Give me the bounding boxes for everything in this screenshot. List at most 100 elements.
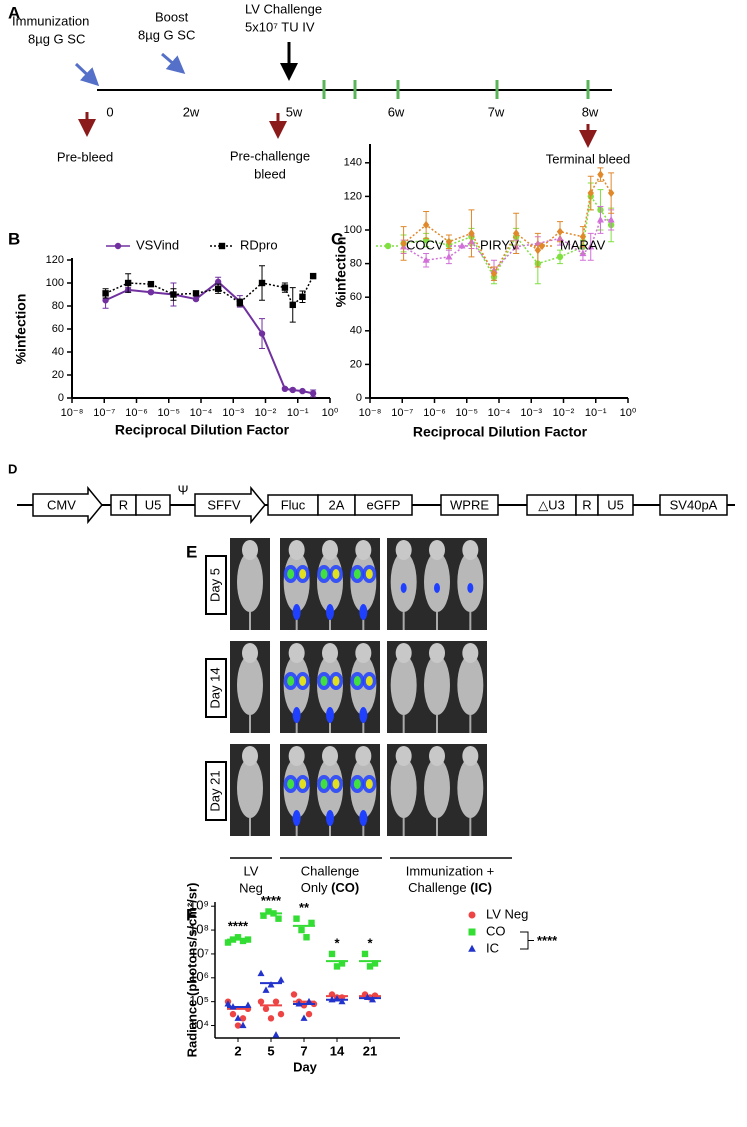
panel-letter: E	[186, 542, 197, 561]
legend-marker	[114, 242, 122, 250]
signal	[299, 676, 307, 686]
mouse-head	[322, 746, 338, 766]
group-abbr: (CO)	[331, 880, 359, 895]
construct-elements: CMV R U5 Ψ SFFV Fluc 2A eGFP WPRE △U3 R U5 SV40pA	[32, 482, 728, 525]
signal	[400, 583, 407, 593]
x-tick-label: 10⁻³	[222, 407, 244, 419]
point	[490, 269, 498, 278]
legend-label: COCV	[406, 237, 444, 252]
x-tick-label: 10⁻⁵	[455, 407, 478, 419]
point	[229, 1010, 237, 1018]
mouse-head	[288, 746, 305, 766]
legend-marker	[538, 241, 546, 251]
legend-bracket	[520, 931, 534, 950]
element-label: WPRE	[450, 497, 489, 512]
signal	[359, 604, 368, 620]
mouse-head	[429, 746, 445, 766]
y-tick-label: 40	[350, 325, 362, 337]
element-box	[659, 494, 728, 516]
x-tick-label: 10⁻⁸	[61, 407, 84, 419]
y-tick-label: 10⁸	[189, 922, 209, 937]
point	[224, 1000, 232, 1007]
point	[265, 908, 272, 915]
point	[257, 969, 265, 977]
point	[258, 279, 266, 287]
x-tick-label: 10⁻⁴	[190, 407, 213, 419]
point	[607, 188, 615, 198]
point	[587, 188, 594, 198]
x-tick-label: 7	[300, 1043, 307, 1058]
chart: B 10⁻⁸ 10⁻⁷ 10⁻⁶ 10⁻⁵ 10⁻⁴ 10⁻³ 10⁻² 10⁻¹ 10⁰ 0 20 4…	[8, 229, 339, 437]
signal	[332, 569, 340, 579]
group-label: Immunization +	[406, 863, 495, 878]
signal	[326, 810, 334, 826]
point	[534, 246, 542, 255]
signal	[332, 676, 340, 686]
element-label: R	[582, 497, 591, 512]
significance: ****	[228, 919, 249, 934]
element-label: eGFP	[367, 497, 401, 512]
x-tick-label: 14	[330, 1043, 345, 1058]
imaging-panel: E Day 5 Day 14 Day 21 LV Neg Challenge Onl…	[186, 538, 512, 895]
point	[262, 1005, 270, 1013]
group-label: Only	[301, 880, 328, 895]
element-label: SFFV	[207, 497, 241, 512]
mouse-head	[429, 540, 445, 560]
event-label: Immunization	[12, 13, 89, 28]
point	[262, 986, 270, 993]
point	[214, 278, 222, 286]
x-tick-label: 10⁻⁵	[157, 407, 180, 419]
event-label: 8µg G SC	[138, 27, 195, 42]
y-axis-label: %infection	[13, 294, 29, 365]
panel-letter: D	[8, 461, 17, 476]
y-tick-label: 20	[350, 358, 362, 370]
x-tick-label: 10⁻¹	[287, 407, 309, 419]
point	[234, 934, 242, 941]
promoter-arrow	[32, 485, 103, 525]
mouse-head	[242, 643, 258, 663]
point	[124, 279, 132, 287]
significance: ****	[261, 893, 282, 908]
y-tick-label: 60	[350, 291, 362, 303]
y-tick-label: 0	[356, 392, 362, 404]
mouse	[457, 552, 484, 612]
x-tick-label: 10⁻¹	[585, 407, 607, 419]
point	[239, 1021, 247, 1029]
legend-label: VSVind	[136, 237, 179, 252]
element-label: CMV	[47, 497, 76, 512]
signal	[434, 583, 440, 593]
construct-panel: D CMV R U5 Ψ SFFV Fluc 2A eGFP WPRE △U3 R U5 SV40pA	[8, 461, 735, 525]
point	[328, 950, 336, 958]
point	[361, 950, 369, 958]
day-box	[205, 658, 227, 718]
group-label: Neg	[239, 880, 263, 895]
panel-letter: B	[8, 229, 20, 248]
point	[281, 385, 289, 392]
element-box	[597, 494, 634, 516]
point	[309, 390, 317, 397]
promoter-arrow	[194, 485, 266, 525]
signal	[320, 676, 328, 686]
mouse-head	[288, 643, 305, 663]
group-label: Challenge (IC)	[408, 880, 492, 895]
legend-marker	[468, 928, 476, 936]
point	[272, 998, 280, 1005]
point	[579, 232, 587, 241]
element-label: Fluc	[281, 497, 306, 512]
mouse-head	[395, 746, 412, 766]
event-label: 8µg G SC	[28, 31, 85, 46]
imaging-grid: Day 5 Day 14 Day 21	[205, 538, 487, 836]
point	[260, 912, 267, 919]
y-tick-label: 20	[52, 369, 64, 381]
point	[289, 386, 296, 394]
point	[298, 926, 305, 934]
point	[102, 297, 109, 304]
point	[445, 253, 453, 260]
time-label: 8w	[582, 104, 599, 119]
signal	[353, 779, 361, 789]
significance: *	[334, 935, 340, 950]
time-label: 7w	[488, 104, 505, 119]
x-tick-label: 10⁻²	[255, 407, 277, 419]
mouse-head	[322, 540, 338, 560]
